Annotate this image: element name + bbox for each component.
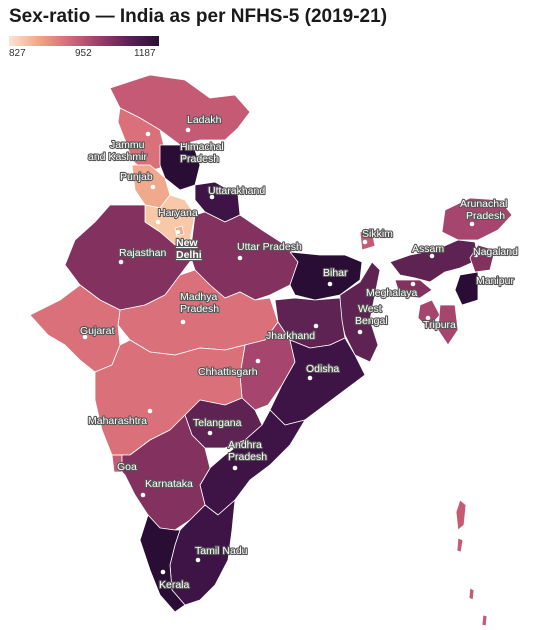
label-gujarat: Gujarat [80, 325, 115, 337]
label-hp-line2: Pradesh [180, 153, 219, 165]
label-bihar: Bihar [323, 267, 348, 279]
marker-rajasthan [118, 259, 124, 265]
label-arunachal-line1: Arunachal [460, 198, 507, 210]
state-mizoram[interactable] [437, 304, 459, 346]
marker-jharkhand [313, 323, 319, 329]
marker-uttarakhand [209, 194, 215, 200]
state-labels: Ladakh Jammu and Kashmir Himachal Prades… [79, 113, 519, 592]
marker-tripura [425, 315, 431, 321]
label-hp-line1: Himachal [180, 141, 224, 153]
island-little-andaman [468, 587, 475, 601]
marker-punjab [150, 184, 156, 190]
label-ladakh: Ladakh [187, 114, 222, 126]
state-meghalaya[interactable] [394, 279, 433, 299]
island-middle-andaman [456, 537, 464, 553]
label-manipur: Manipur [476, 275, 514, 287]
label-up: Uttar Pradesh [237, 241, 302, 253]
label-delhi-line2: Delhi [176, 249, 202, 261]
marker-chhattisgarh [255, 358, 261, 364]
label-wb-line1: West [358, 303, 382, 315]
label-chhattisgarh: Chhattisgarh [198, 366, 258, 378]
legend-gradient-bar [9, 36, 159, 46]
label-punjab: Punjab [120, 171, 153, 183]
marker-sikkim [362, 239, 368, 245]
label-ap-line2: Pradesh [228, 451, 267, 463]
state-tripura[interactable] [417, 299, 441, 329]
marker-tn [195, 557, 201, 563]
label-tn: Tamil Nadu [195, 545, 248, 557]
label-ap-line1: Andhra [228, 439, 262, 451]
label-nagaland: Nagaland [473, 246, 518, 258]
marker-gujarat [82, 334, 88, 340]
label-sikkim: Sikkim [362, 228, 393, 240]
marker-goa [116, 477, 122, 483]
marker-nagaland [473, 252, 479, 258]
label-goa: Goa [117, 461, 137, 473]
map-title: Sex-ratio — India as per NFHS-5 (2019-21… [9, 6, 388, 27]
label-arunachal-line2: Pradesh [466, 210, 505, 222]
island-nicobar [481, 614, 488, 627]
label-assam: Assam [412, 243, 444, 255]
state-sikkim[interactable] [359, 229, 376, 251]
label-delhi-line1: New [176, 237, 198, 249]
label-jharkhand: Jharkhand [266, 330, 315, 342]
state-odisha[interactable] [269, 337, 366, 426]
label-mp-line2: Pradesh [180, 303, 219, 315]
marker-ladakh [185, 127, 191, 133]
label-jk-line2: and Kashmir [88, 151, 147, 163]
marker-jk [145, 131, 151, 137]
marker-maharashtra [147, 408, 153, 414]
label-wb-line2: Bengal [355, 315, 388, 327]
marker-arunachal [469, 221, 475, 227]
marker-meghalaya [410, 281, 416, 287]
label-rajasthan: Rajasthan [119, 247, 166, 259]
state-kerala[interactable] [139, 514, 186, 613]
legend-max-label: 1187 [134, 48, 156, 59]
marker-mp [180, 319, 186, 325]
label-telangana: Telangana [193, 417, 242, 429]
label-uttarakhand: Uttarakhand [208, 185, 265, 197]
label-meghalaya: Meghalaya [366, 287, 418, 299]
label-haryana: Haryana [158, 207, 198, 219]
label-jk-line1: Jammu [110, 139, 145, 151]
andaman-islands [455, 499, 488, 627]
state-arunachal[interactable] [441, 197, 513, 241]
legend-min-label: 827 [9, 48, 26, 59]
label-mp-line1: Madhya [180, 291, 218, 303]
marker-ap [232, 465, 238, 471]
marker-manipur [467, 267, 473, 273]
marker-odisha [307, 375, 313, 381]
marker-hp [180, 154, 186, 160]
label-kerala: Kerala [159, 579, 190, 591]
marker-kerala [160, 569, 166, 575]
marker-telangana [207, 430, 213, 436]
legend-mid-label: 952 [75, 48, 92, 59]
label-odisha: Odisha [306, 363, 339, 375]
island-north-andaman [455, 499, 467, 531]
marker-delhi [175, 229, 181, 235]
label-tripura: Tripura [423, 319, 456, 331]
color-legend: 827 952 1187 [9, 36, 159, 59]
label-maharashtra: Maharashtra [88, 415, 147, 427]
state-assam[interactable] [389, 239, 479, 283]
state-nagaland[interactable] [469, 244, 496, 273]
label-karnataka: Karnataka [145, 478, 193, 490]
state-manipur[interactable] [454, 271, 479, 306]
marker-karnataka [140, 492, 146, 498]
marker-wb [357, 329, 363, 335]
marker-up [237, 255, 243, 261]
marker-bihar [327, 281, 333, 287]
marker-assam [429, 253, 435, 259]
marker-haryana [155, 219, 161, 225]
